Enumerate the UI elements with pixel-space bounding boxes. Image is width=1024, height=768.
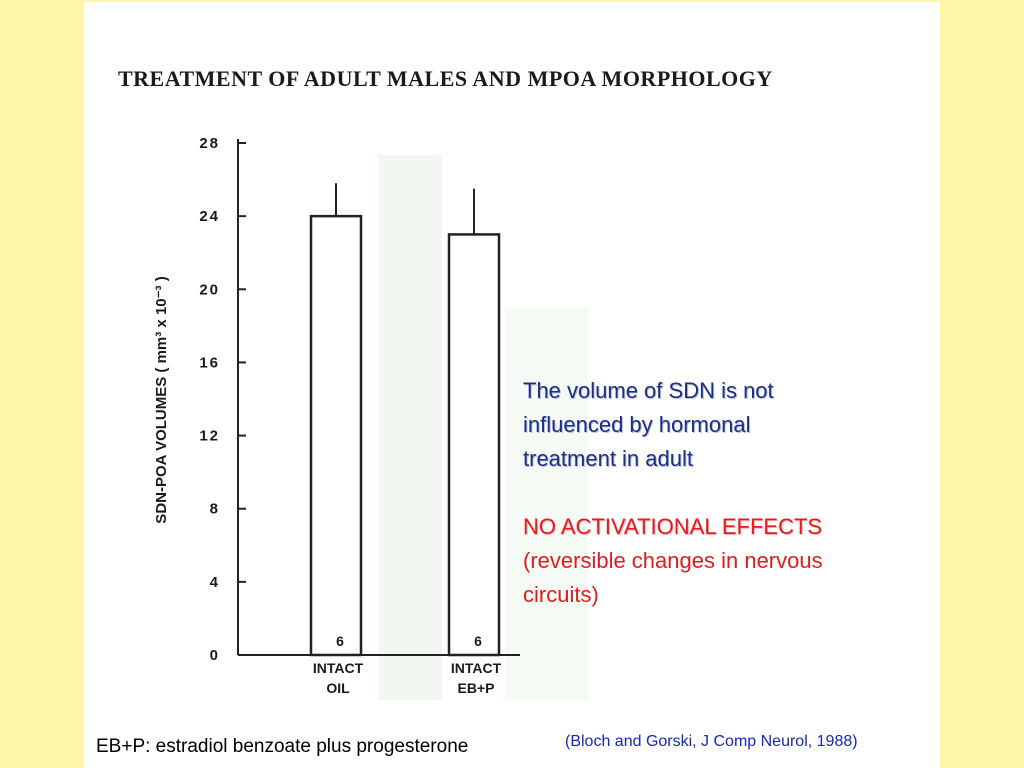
- conclusion-detail: circuits): [523, 582, 599, 607]
- y-tick-label: 4: [210, 574, 220, 591]
- citation: (Bloch and Gorski, J Comp Neurol, 1988): [565, 733, 858, 750]
- x-tick-label: EB+P: [458, 680, 495, 696]
- y-tick-label: 24: [199, 208, 220, 225]
- chart-title: TREATMENT OF ADULT MALES AND MPOA MORPHO…: [118, 66, 773, 91]
- note-line: influenced by hormonal: [523, 412, 751, 437]
- x-tick-label: INTACT: [313, 660, 364, 676]
- x-tick-label: OIL: [326, 680, 350, 696]
- y-tick-label: 8: [210, 501, 220, 518]
- y-tick-label: 20: [199, 281, 220, 298]
- y-tick-label: 0: [210, 647, 220, 664]
- y-axis-label: SDN-POA VOLUMES ( mm³ x 10⁻³ ): [153, 276, 170, 523]
- x-tick-label: INTACT: [451, 660, 502, 676]
- scan-band: [378, 155, 442, 700]
- note-line: treatment in adult: [523, 446, 693, 471]
- scan-band: [505, 308, 588, 700]
- sample-size-label: 6: [474, 633, 482, 649]
- bars-group: 6 INTACT OIL 6 INTACT EB+P: [309, 183, 502, 696]
- conclusion-headline: NO ACTIVATIONAL EFFECTS: [523, 514, 823, 539]
- conclusion-detail: (reversible changes in nervous: [523, 548, 823, 573]
- bar: [447, 233, 501, 657]
- y-tick-label: 12: [199, 428, 220, 445]
- conclusion-note: NO ACTIVATIONAL EFFECTS (reversible chan…: [523, 510, 933, 612]
- note-line: The volume of SDN is not: [523, 378, 774, 403]
- sample-size-label: 6: [336, 633, 344, 649]
- y-tick-label: 28: [199, 135, 220, 152]
- finding-note: The volume of SDN is not influenced by h…: [523, 374, 923, 476]
- abbreviation-footnote: EB+P: estradiol benzoate plus progestero…: [96, 736, 469, 757]
- y-tick-label: 16: [199, 354, 220, 371]
- bar: [309, 214, 363, 657]
